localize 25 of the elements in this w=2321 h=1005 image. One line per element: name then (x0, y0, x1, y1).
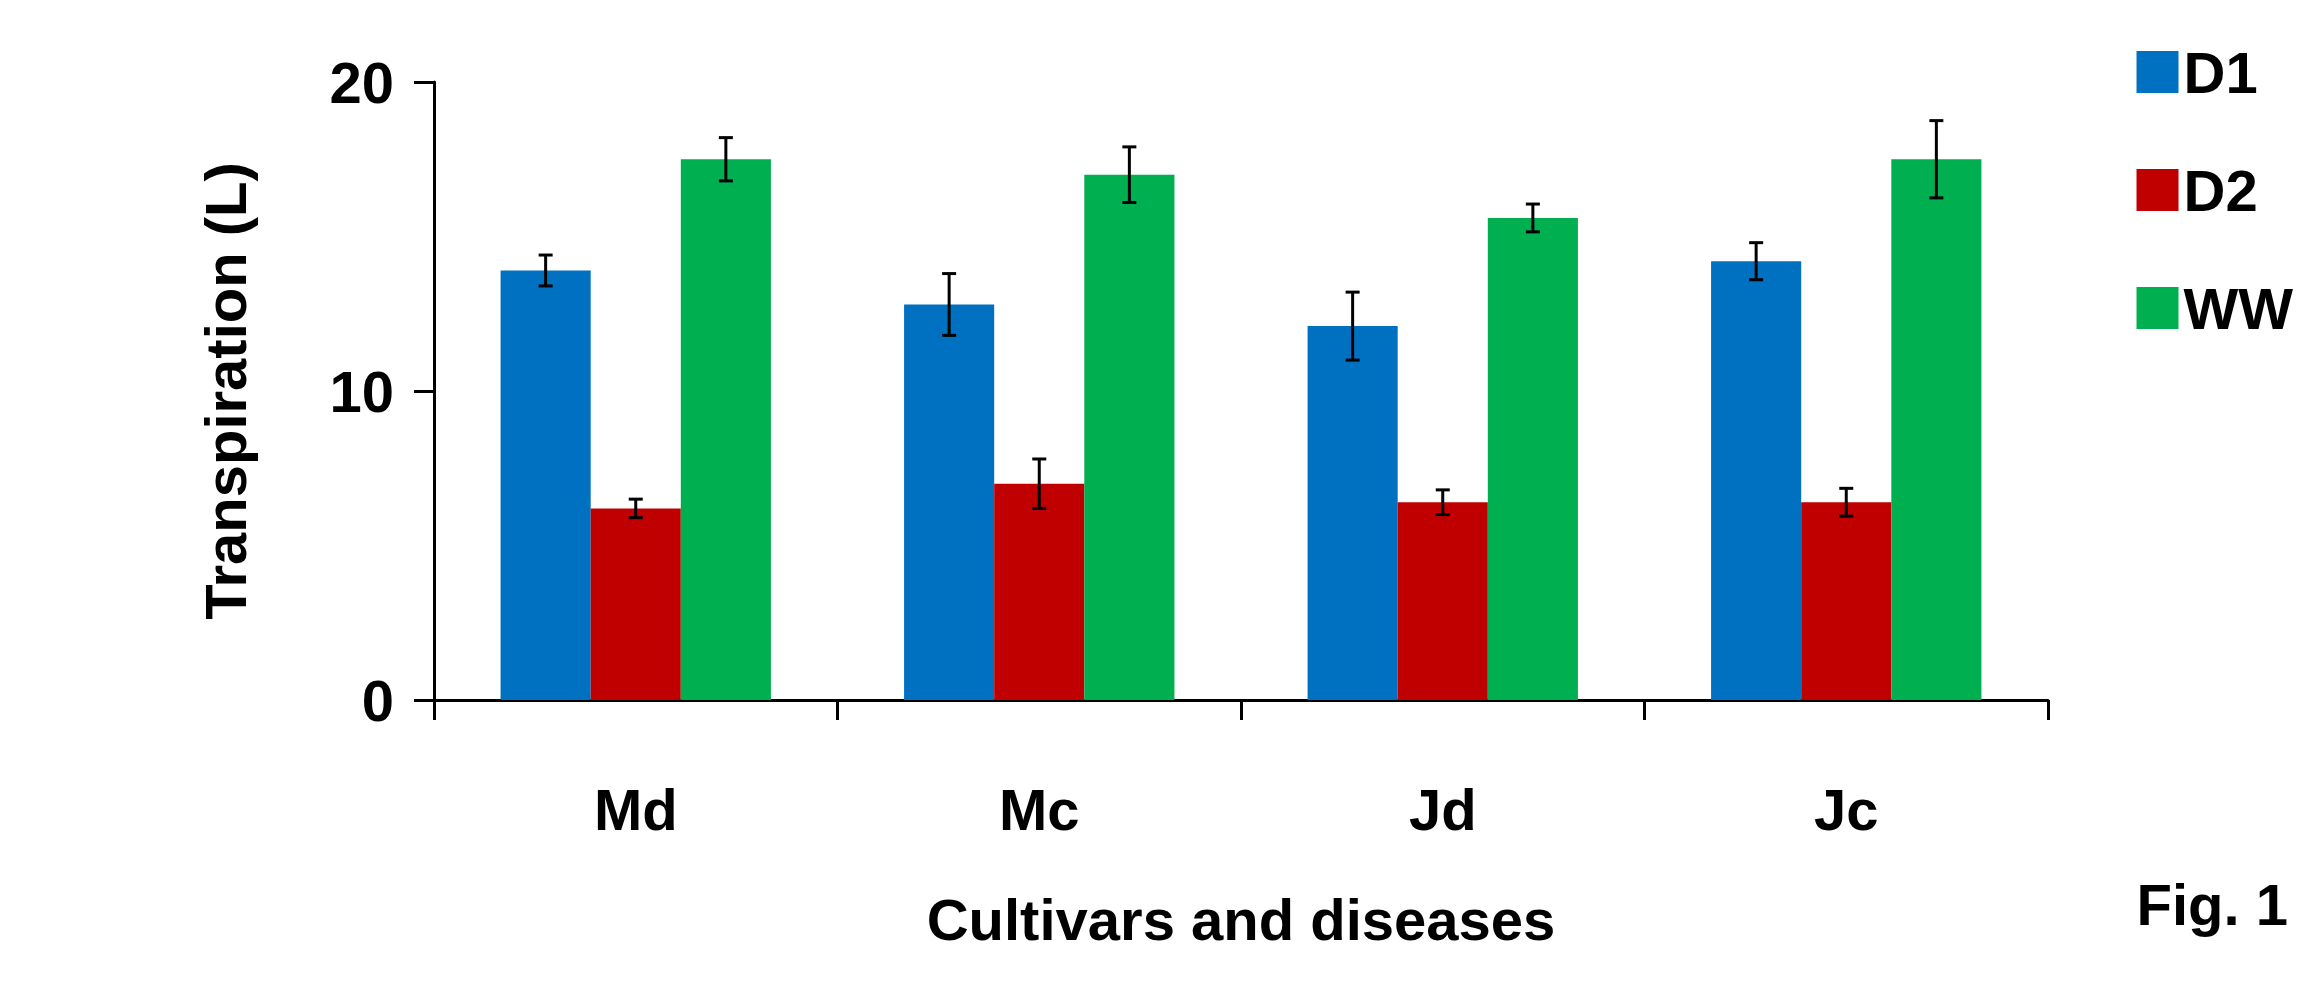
legend-label: D2 (2183, 157, 2258, 223)
bar (1397, 502, 1488, 700)
y-tick-label: 0 (361, 667, 394, 733)
x-axis-title: Cultivars and diseases (926, 886, 1556, 952)
bar (590, 508, 681, 700)
y-axis-title: Transpiration (L) (192, 162, 258, 620)
x-tick-label: Jd (1408, 776, 1477, 842)
bar (1487, 217, 1578, 700)
bar (1801, 502, 1892, 700)
bar (1084, 174, 1175, 700)
x-tick-label: Mc (998, 776, 1080, 842)
bar (1711, 261, 1802, 700)
bar (1307, 326, 1398, 700)
bar (1891, 159, 1982, 700)
bar (680, 159, 771, 700)
caption: Fig. 1 (2136, 871, 2289, 937)
x-tick-label: Jc (1813, 776, 1879, 842)
x-tick-label: Md (593, 776, 678, 842)
bar (994, 483, 1085, 700)
legend-label: WW (2183, 275, 2294, 341)
legend-label: D1 (2183, 39, 2258, 105)
bar (904, 304, 995, 700)
bar (500, 270, 591, 700)
y-tick-label: 20 (329, 49, 394, 115)
y-tick-label: 10 (329, 358, 394, 424)
